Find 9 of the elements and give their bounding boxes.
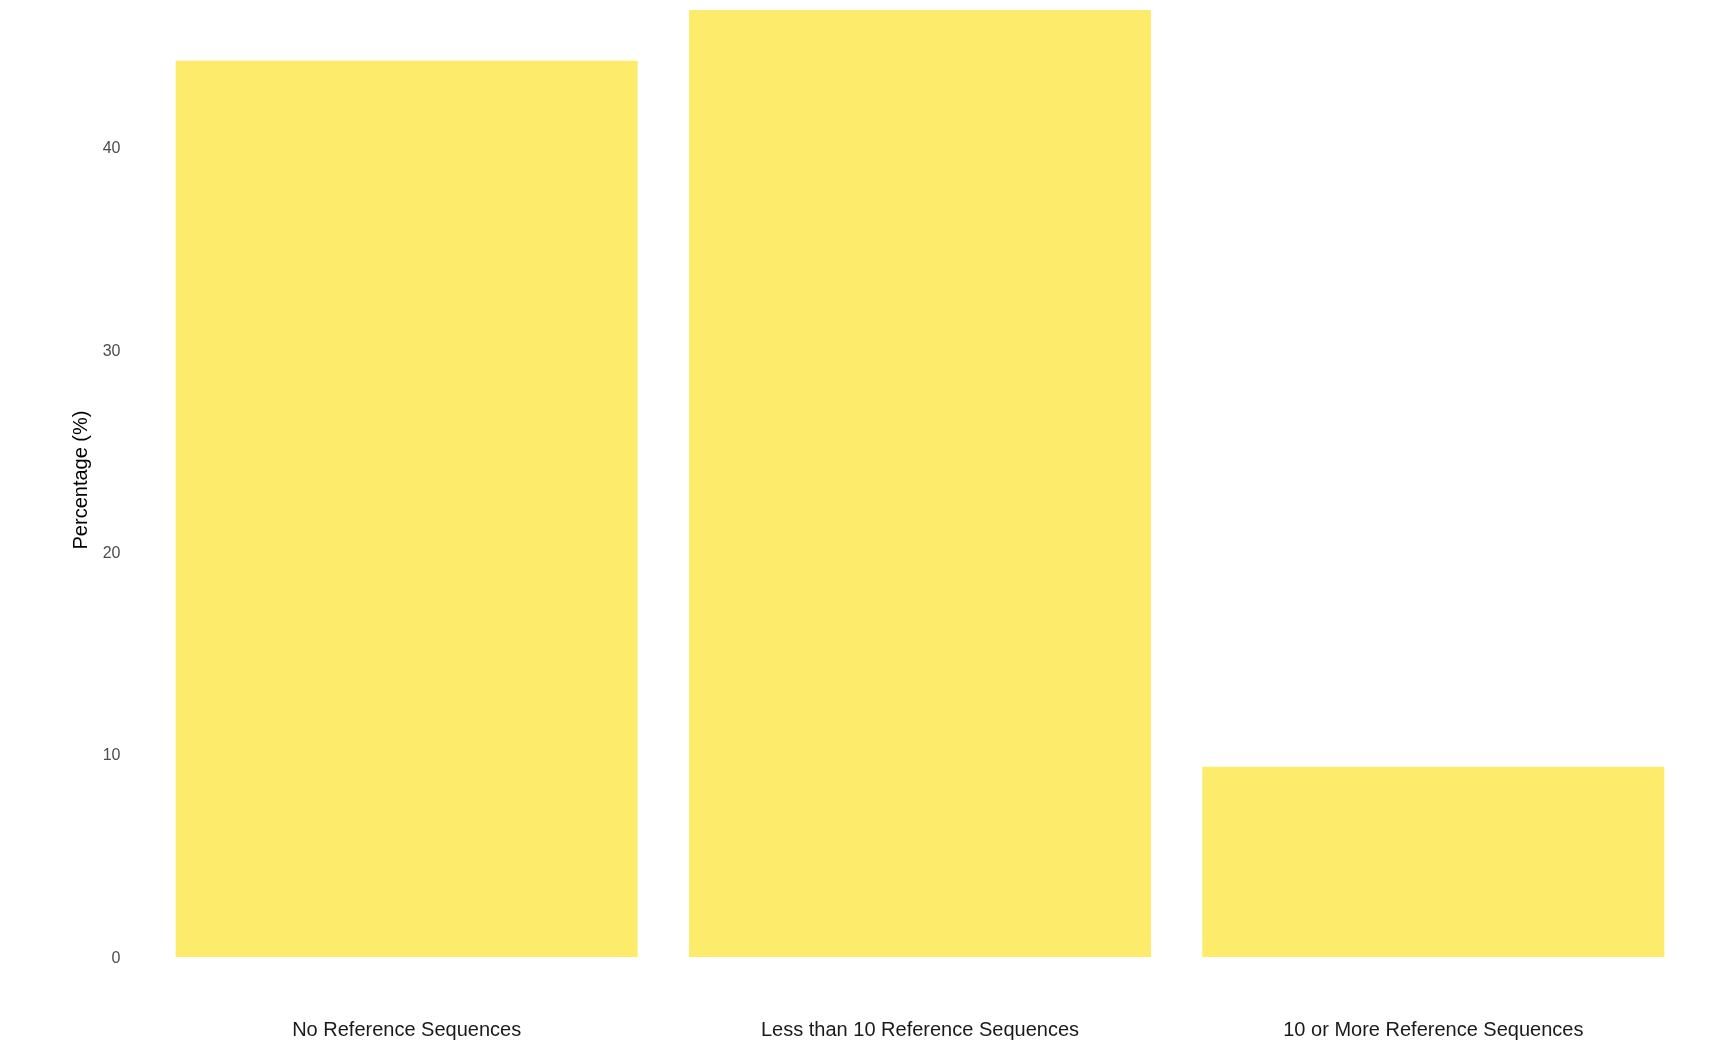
x-tick-label: Less than 10 Reference Sequences (761, 1017, 1079, 1040)
y-tick-label: 30 (102, 341, 121, 359)
x-tick-label: No Reference Sequences (292, 1017, 522, 1040)
x-tick-label: 10 or More Reference Sequences (1283, 1017, 1584, 1040)
y-tick-label: 0 (111, 948, 121, 966)
y-tick-label: 40 (102, 139, 121, 157)
y-tick-label: 10 (102, 746, 121, 764)
y-tick-label: 20 (102, 543, 121, 561)
y-axis-title: Percentage (%) (68, 410, 91, 550)
